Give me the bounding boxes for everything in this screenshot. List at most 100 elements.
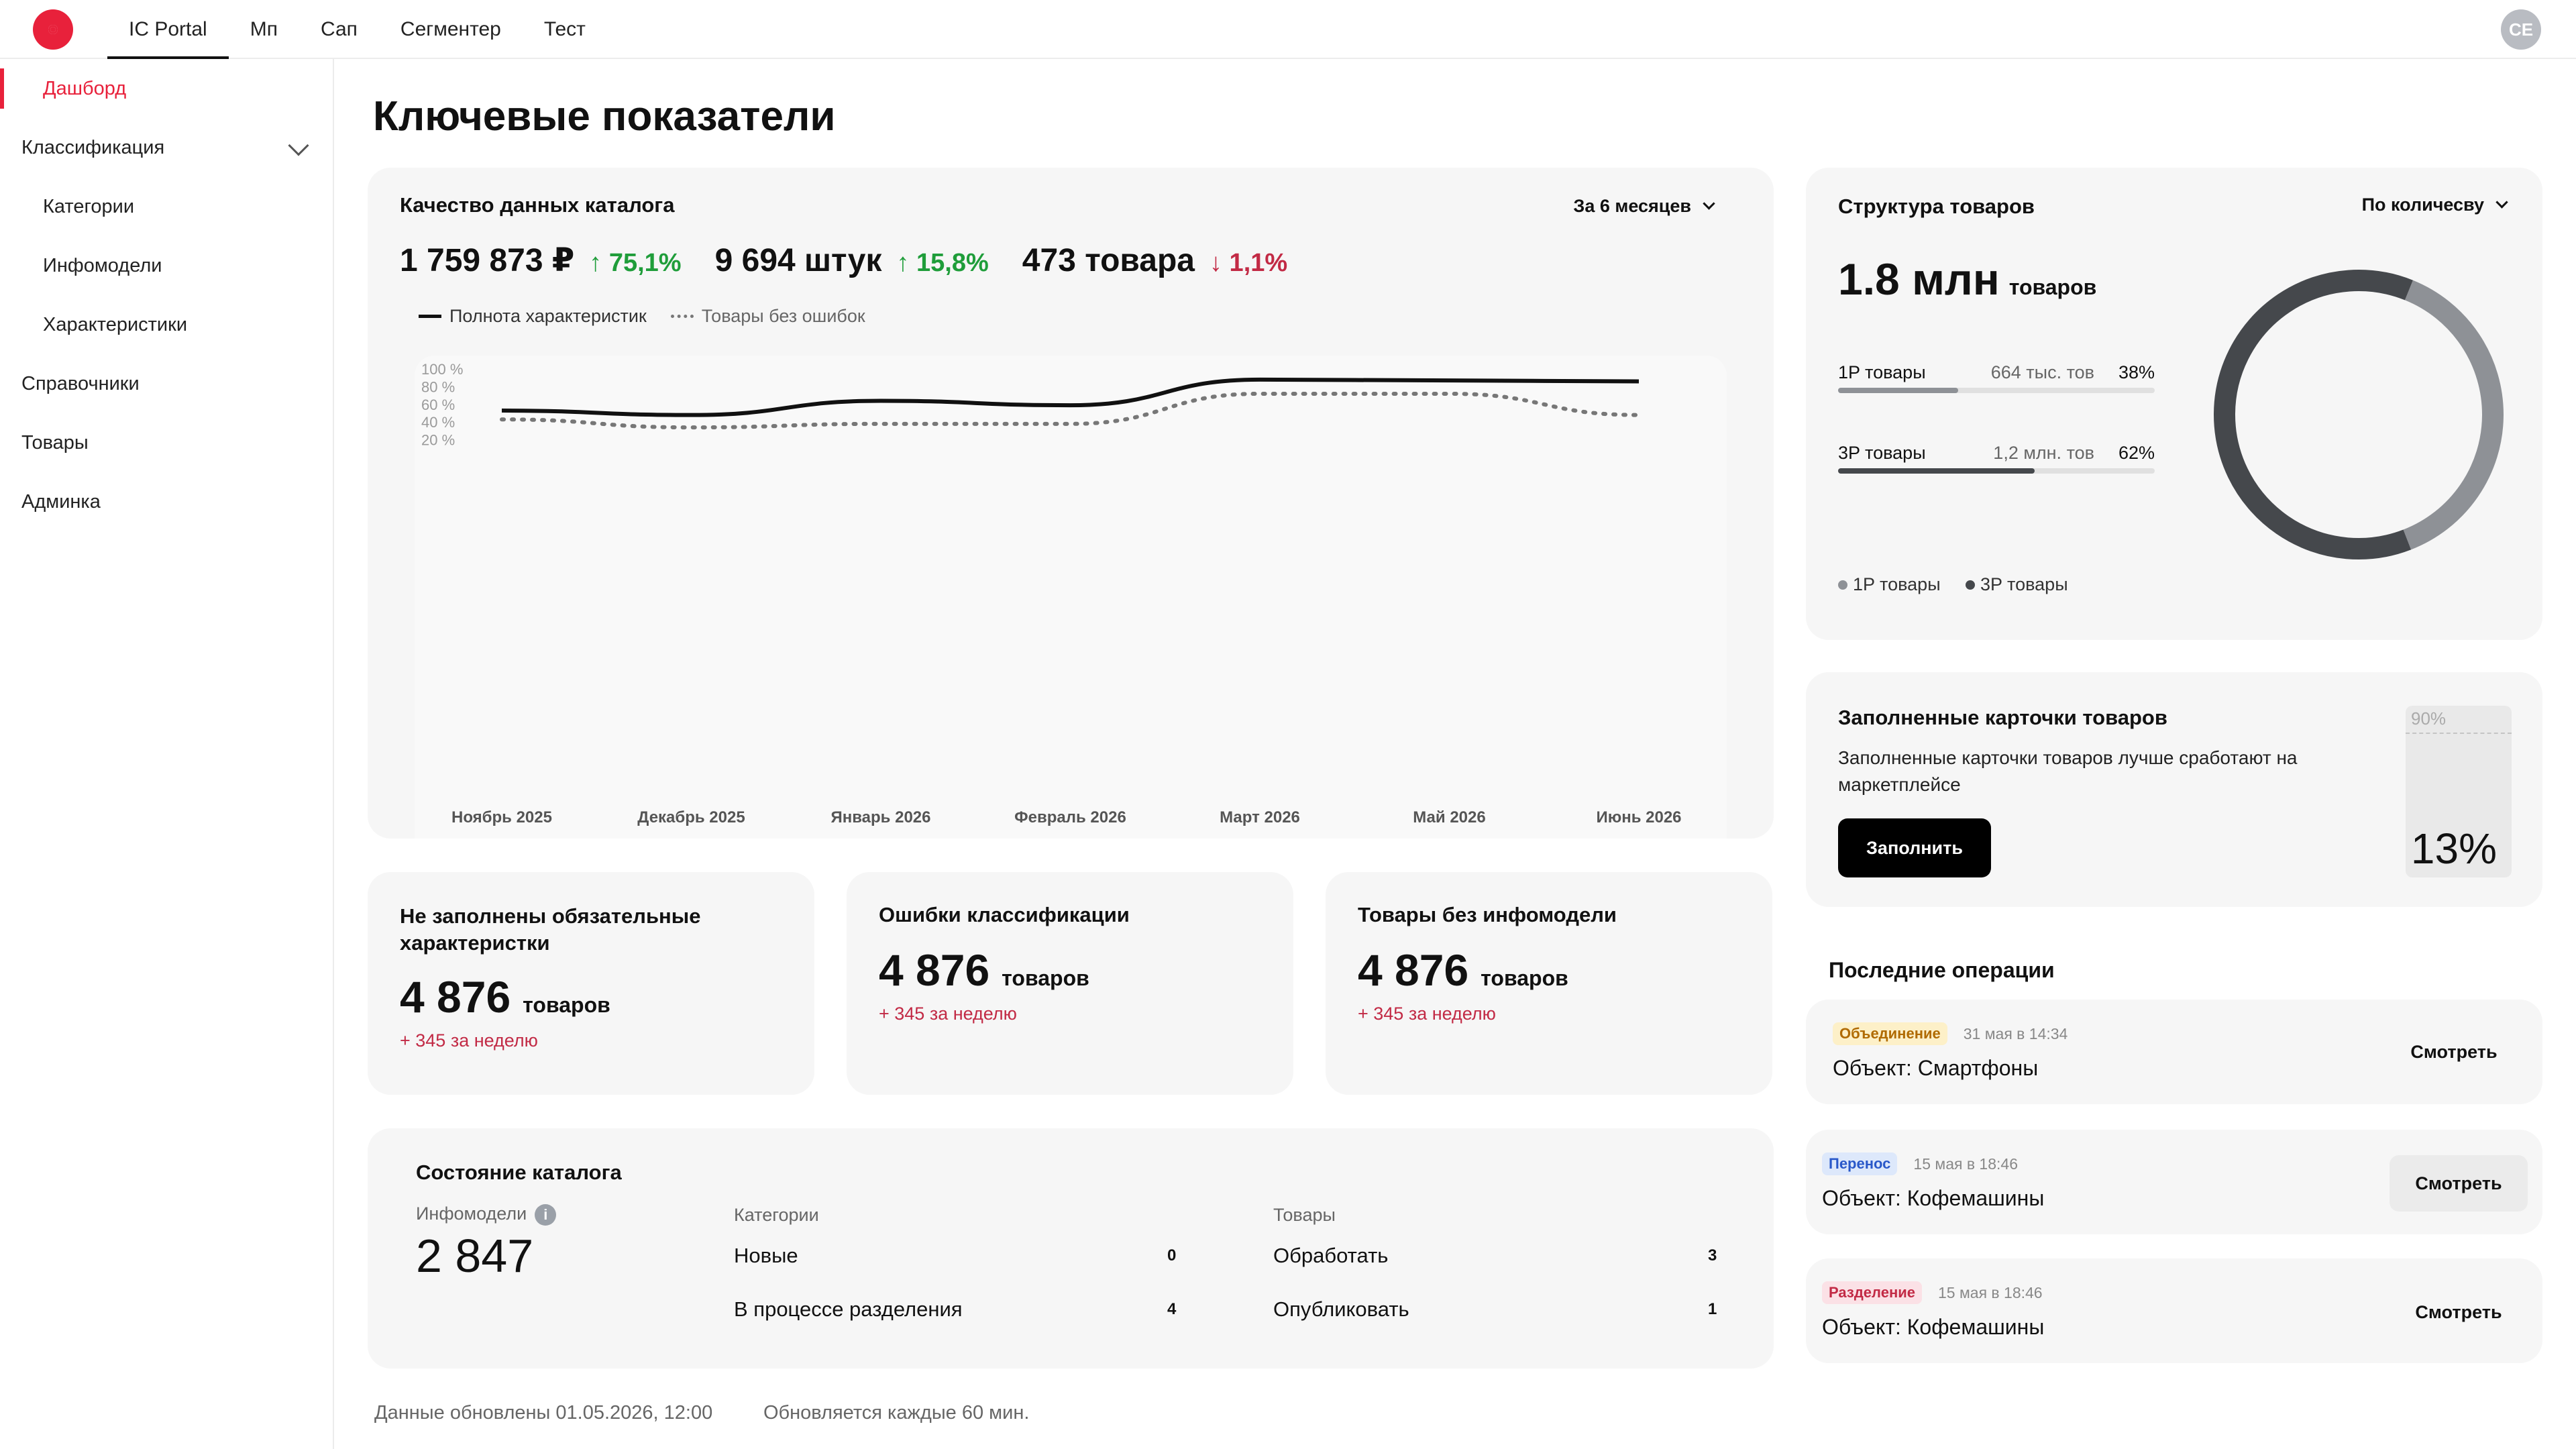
- kpi-units-delta: ↑ 15,8%: [896, 249, 989, 277]
- goods-process-count: 3: [1708, 1246, 1717, 1265]
- categories-new[interactable]: Новые: [734, 1244, 798, 1267]
- page-title: Ключевые показатели: [373, 93, 836, 140]
- stat-value: 4 876: [400, 972, 511, 1022]
- tab-segmenter[interactable]: Сегментер: [400, 18, 501, 40]
- infomodels-value: 2 847: [416, 1230, 534, 1282]
- segment-pct: 62%: [2118, 443, 2155, 463]
- structure-mode-select[interactable]: По количесву: [2361, 195, 2508, 215]
- view-button[interactable]: Смотреть: [2415, 1302, 2502, 1322]
- sidebar-item-label: Характеристики: [43, 314, 188, 335]
- structure-total-value: 1.8 млн: [1838, 254, 2000, 304]
- kpi-revenue-delta: ↑ 75,1%: [589, 249, 682, 277]
- legend-swatch-dotted: [670, 315, 694, 318]
- x-tick-label: Март 2026: [1220, 808, 1300, 826]
- op-object: Объект: Кофемашины: [1822, 1315, 2045, 1339]
- view-button[interactable]: Смотреть: [2390, 1155, 2528, 1212]
- filled-cards-text: Заполненные карточки товаров лучше срабо…: [1838, 747, 2298, 795]
- tab-sap[interactable]: Сап: [320, 18, 358, 40]
- quality-card: Качество данных каталога За 6 месяцев 1 …: [368, 168, 1774, 839]
- tab-test[interactable]: Тест: [543, 18, 586, 40]
- kpi-units: 9 694 штук: [714, 243, 882, 278]
- sidebar-item-characteristics[interactable]: Характеристики: [0, 295, 333, 354]
- sidebar-item-label: Категории: [43, 196, 135, 217]
- stat-card-week: + 345 за неделю: [400, 1030, 538, 1051]
- goods-process[interactable]: Обработать: [1273, 1244, 1389, 1267]
- sidebar-item-label: Админка: [21, 491, 101, 513]
- tab-mp[interactable]: Мп: [250, 18, 278, 40]
- legend-item-no-errors[interactable]: Товары без ошибок: [670, 306, 865, 327]
- goods-publish-count: 1: [1708, 1300, 1717, 1318]
- segment-bar-fill: [1838, 388, 1959, 393]
- legend-label: Товары без ошибок: [701, 306, 865, 326]
- view-button[interactable]: Смотреть: [2410, 1042, 2498, 1062]
- top-navigation: IC Portal Мп Сап Сегментер Тест CE: [0, 0, 2576, 59]
- sidebar-item-label: Товары: [21, 432, 89, 453]
- segment-amount: 664 тыс. тов: [1990, 362, 2094, 382]
- legend-label: 1P товары: [1853, 574, 1941, 594]
- sidebar-item-products[interactable]: Товары: [0, 413, 333, 472]
- catalog-state-card: Состояние каталога Инфомодели i 2 847 Кат…: [368, 1128, 1774, 1368]
- structure-legend-3p: 3P товары: [1966, 574, 2068, 595]
- sidebar-item-dashboard[interactable]: Дашборд: [0, 59, 333, 118]
- fill-button[interactable]: Заполнить: [1838, 818, 1991, 877]
- plot-area: [415, 356, 1727, 839]
- stat-unit: товаров: [523, 993, 610, 1017]
- legend-item-completeness[interactable]: Полнота характеристик: [419, 306, 647, 327]
- brand-logo[interactable]: [33, 9, 73, 50]
- structure-total: 1.8 млн товаров: [1838, 254, 2096, 305]
- sidebar-item-infomodels[interactable]: Инфомодели: [0, 236, 333, 295]
- stat-card-week: + 345 за неделю: [1358, 1004, 1496, 1024]
- y-tick-label: 20 %: [421, 432, 455, 449]
- structure-donut-chart: [2214, 270, 2504, 559]
- filled-pct: 13%: [2410, 824, 2497, 873]
- filled-cards-card: Заполненные карточки товаров Заполненные…: [1806, 672, 2542, 907]
- sidebar-item-label: Инфомодели: [43, 255, 162, 276]
- sidebar: Дашборд Классификация Категории Инфомоде…: [0, 59, 334, 1449]
- structure-title: Структура товаров: [1838, 195, 2035, 218]
- stat-card-no-infomodel: Товары без инфомодели 4 876 товаров + 345…: [1326, 872, 1772, 1095]
- op-object: Объект: Кофемашины: [1822, 1186, 2045, 1210]
- kpi-goods: 473 товара: [1022, 243, 1195, 278]
- structure-mode-label: По количесву: [2361, 195, 2484, 215]
- target-mark-label: 90%: [2411, 708, 2447, 729]
- catalog-state-title: Состояние каталога: [416, 1161, 622, 1184]
- segment-label: 3P товары: [1838, 443, 1926, 463]
- categories-splitting[interactable]: В процессе разделения: [734, 1297, 963, 1321]
- sidebar-item-categories[interactable]: Категории: [0, 177, 333, 236]
- chart-legend: Полнота характеристик Товары без ошибок: [419, 306, 890, 327]
- user-avatar[interactable]: CE: [2501, 9, 2541, 50]
- period-select[interactable]: За 6 месяцев: [1573, 196, 1715, 217]
- op-object: Объект: Смартфоны: [1833, 1056, 2039, 1080]
- sidebar-item-classification[interactable]: Классификация: [0, 118, 333, 177]
- op-badge: Перенос: [1822, 1152, 1898, 1175]
- info-icon[interactable]: i: [535, 1203, 557, 1226]
- structure-legend-1p: 1P товары: [1838, 574, 1941, 595]
- categories-new-count: 0: [1167, 1246, 1177, 1265]
- legend-swatch-solid: [419, 315, 441, 318]
- sidebar-item-label: Справочники: [21, 373, 140, 394]
- sidebar-item-directories[interactable]: Справочники: [0, 354, 333, 413]
- x-tick-label: Май 2026: [1413, 808, 1485, 826]
- kpi-row: 1 759 873 ₽ ↑ 75,1% 9 694 штук ↑ 15,8% 4…: [400, 241, 1321, 279]
- x-tick-label: Декабрь 2025: [637, 808, 745, 826]
- chevron-down-icon[interactable]: [288, 135, 309, 156]
- quality-line-chart: 20 %40 %60 %80 %100 % Ноябрь 2025 Декабрь …: [415, 356, 1727, 839]
- goods-publish[interactable]: Опубликовать: [1273, 1297, 1409, 1321]
- op-date: 15 мая в 18:46: [1938, 1283, 2043, 1301]
- target-mark: [2406, 732, 2512, 734]
- segment-pct: 38%: [2118, 362, 2155, 382]
- y-tick-label: 60 %: [421, 396, 455, 413]
- op-meta: Объединение 31 мая в 14:34: [1833, 1022, 2068, 1045]
- op-item: Перенос 15 мая в 18:46 Объект: Кофемашины…: [1806, 1130, 2542, 1234]
- sidebar-item-label: Классификация: [21, 137, 165, 158]
- infomodels-label-text: Инфомодели: [416, 1203, 527, 1224]
- segment-amount: 1,2 млн. тов: [1993, 443, 2094, 463]
- chevron-down-icon: [2496, 196, 2508, 209]
- top-tabs: IC Portal Мп Сап Сегментер Тест: [107, 0, 607, 59]
- donut-slice-3p: [2214, 270, 2413, 559]
- sidebar-item-admin[interactable]: Админка: [0, 472, 333, 531]
- series-line-completeness: [501, 377, 1640, 417]
- stat-card-value: 4 876 товаров: [1358, 945, 1568, 996]
- filled-cards-title: Заполненные карточки товаров: [1838, 706, 2167, 729]
- tab-ic-portal[interactable]: IC Portal: [107, 0, 229, 59]
